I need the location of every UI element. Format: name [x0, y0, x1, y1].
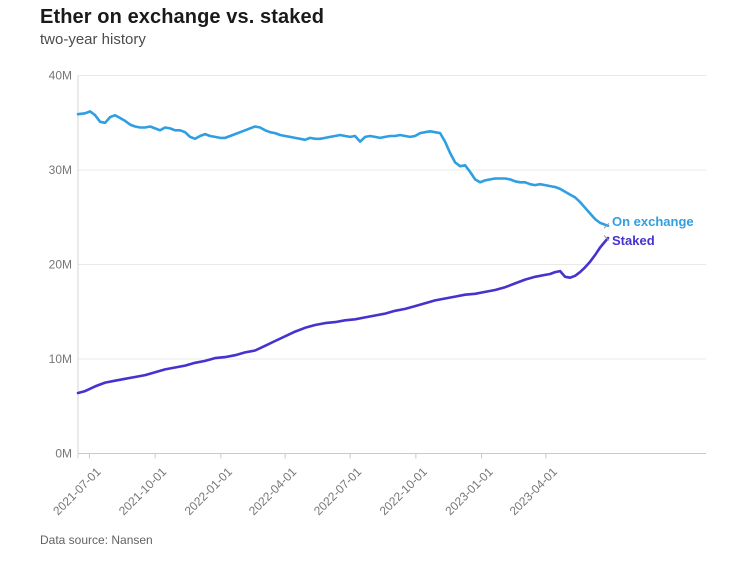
- chart-title: Ether on exchange vs. staked: [40, 6, 325, 28]
- legend-label-staked: Staked: [612, 233, 655, 248]
- x-axis-tick-label: 2021-07-01: [50, 464, 104, 518]
- x-axis-tick-label: 2021-10-01: [116, 464, 170, 518]
- chart-subtitle: two-year history: [40, 31, 146, 48]
- y-axis-tick-label: 10M: [49, 352, 72, 366]
- y-axis-tick-label: 0M: [55, 447, 72, 461]
- x-axis-tick-label: 2022-01-01: [182, 464, 236, 518]
- y-axis-tick-label: 30M: [49, 163, 72, 177]
- x-axis-tick-label: 2023-01-01: [442, 464, 496, 518]
- legend-connector: [603, 222, 610, 229]
- legend-label-on-exchange: On exchange: [612, 214, 694, 229]
- x-axis-tick-label: 2022-07-01: [311, 464, 365, 518]
- series-line-on-exchange: [76, 110, 610, 228]
- y-axis-tick-label: 20M: [49, 258, 72, 272]
- x-axis-tick-label: 2022-04-01: [246, 464, 300, 518]
- data-source-note: Data source: Nansen: [40, 533, 153, 547]
- legend-connector: [603, 235, 610, 241]
- series-line-staked: [76, 236, 610, 395]
- x-axis-tick-label: 2022-10-01: [377, 464, 431, 518]
- y-axis-tick-label: 40M: [49, 69, 72, 83]
- x-axis-tick-label: 2023-04-01: [507, 464, 561, 518]
